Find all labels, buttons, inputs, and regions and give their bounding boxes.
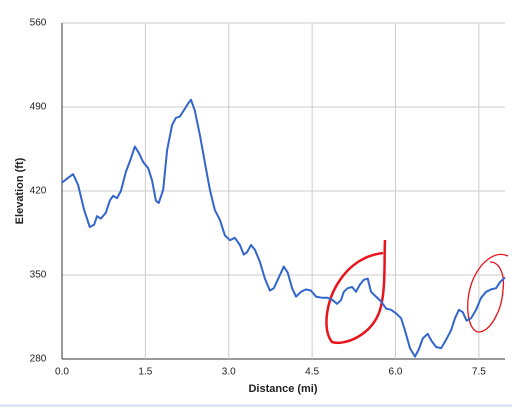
annotation-circle: [325, 239, 387, 345]
x-tick-label: 7.5: [472, 367, 486, 378]
x-tick-label: 1.5: [138, 367, 152, 378]
y-tick-label: 280: [30, 354, 47, 365]
y-axis-title: Elevation (ft): [14, 157, 26, 224]
x-tick-label: 3.0: [222, 367, 236, 378]
x-axis-title: Distance (mi): [248, 383, 317, 395]
y-tick-label: 490: [30, 102, 47, 113]
elevation-line: [61, 98, 506, 358]
x-tick-label: 0.0: [55, 367, 69, 378]
y-tick-label: 350: [30, 270, 47, 281]
annotation-circle: [467, 253, 509, 333]
y-tick-label: 560: [30, 18, 47, 29]
x-tick-label: 4.5: [305, 367, 319, 378]
x-tick-label: 6.0: [389, 367, 403, 378]
y-tick-label: 420: [30, 186, 47, 197]
